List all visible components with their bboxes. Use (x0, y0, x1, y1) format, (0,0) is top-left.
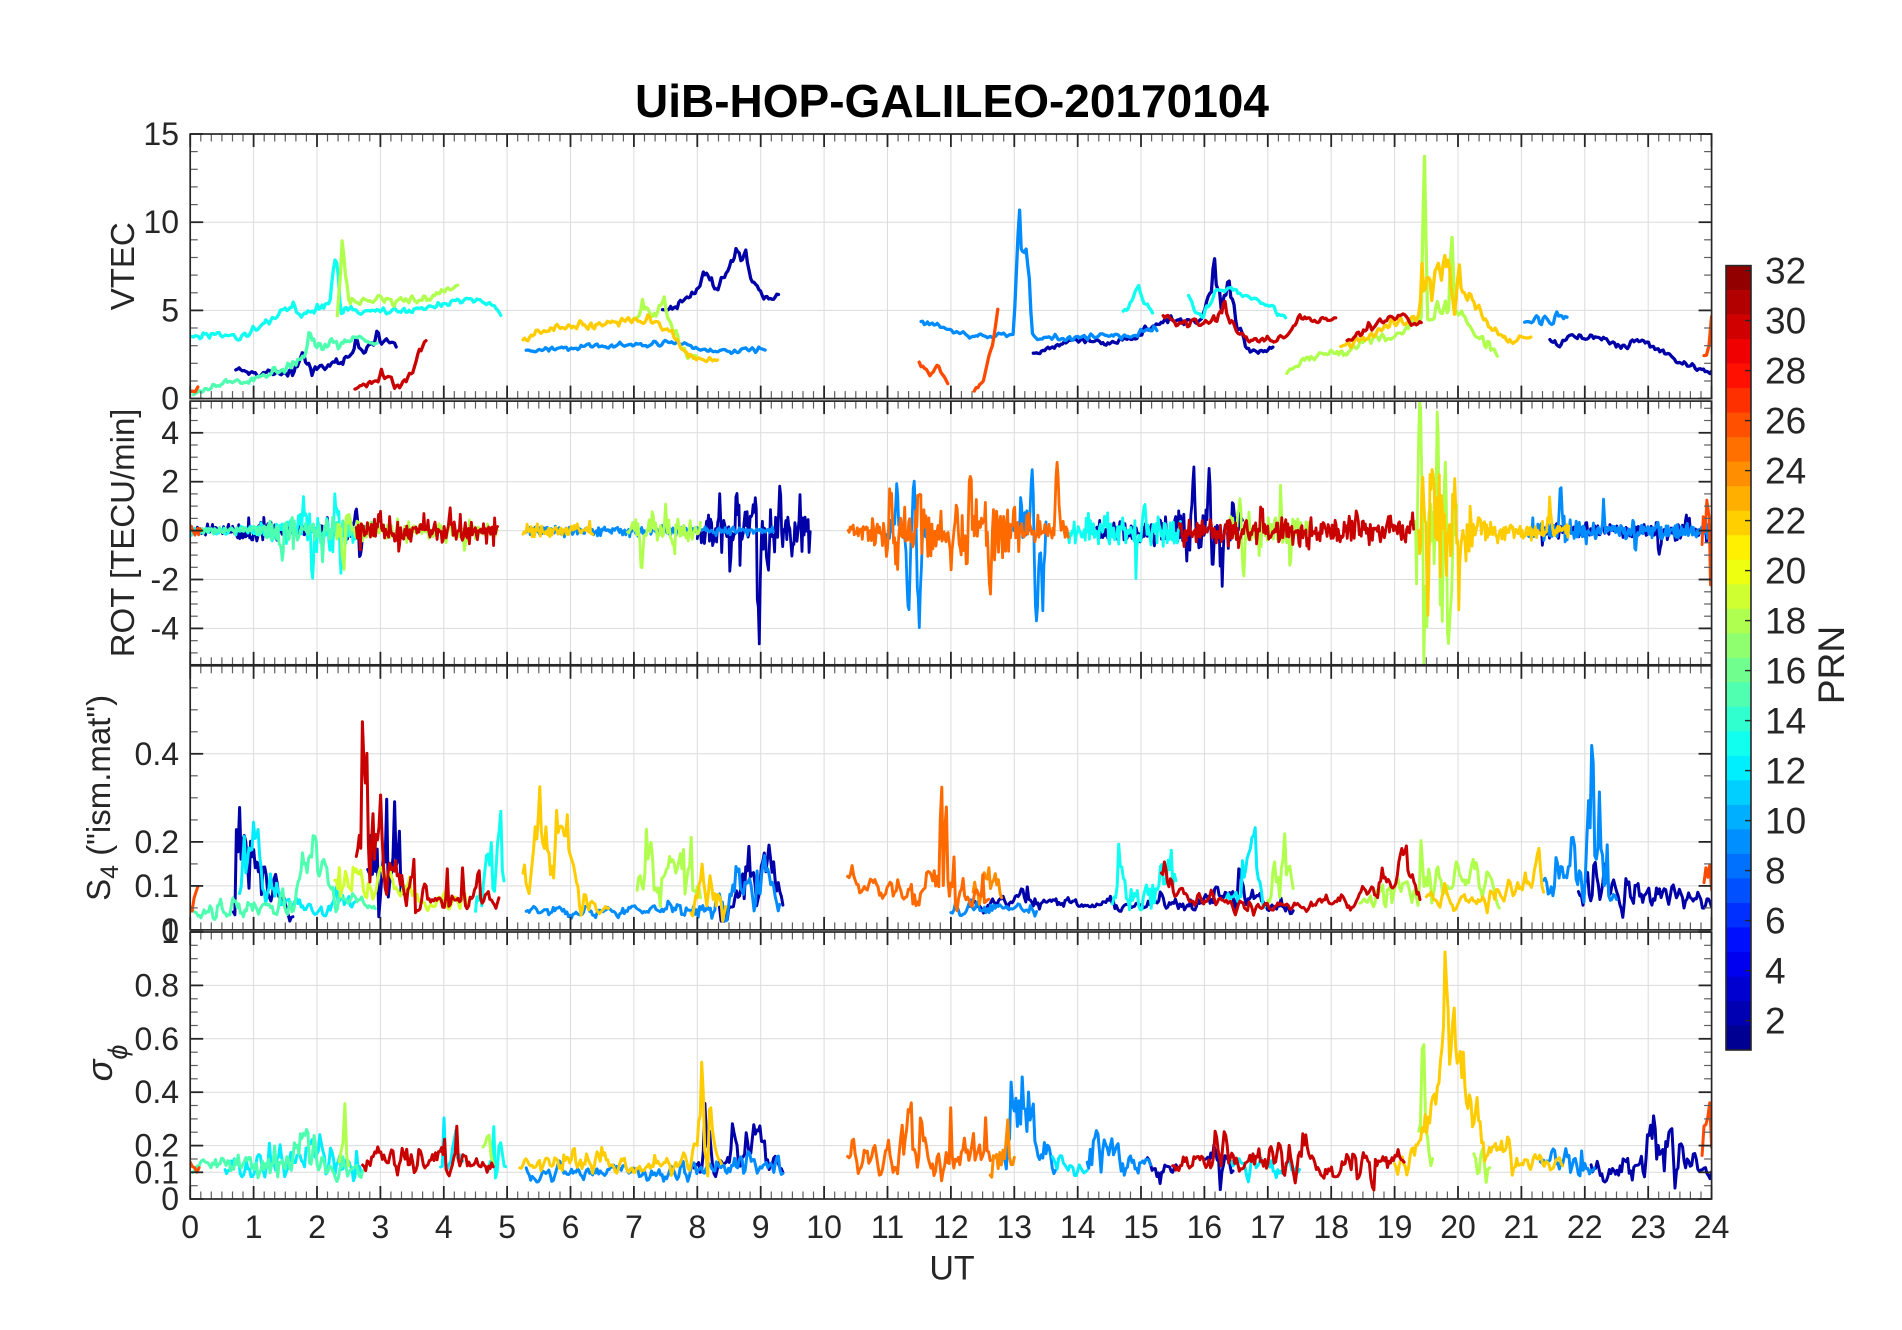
svg-text:15: 15 (1123, 1209, 1159, 1245)
svg-text:22: 22 (1567, 1209, 1603, 1245)
svg-text:12: 12 (1765, 751, 1806, 792)
svg-text:24: 24 (1694, 1209, 1730, 1245)
svg-text:24: 24 (1765, 451, 1806, 492)
svg-text:2: 2 (308, 1209, 326, 1245)
svg-text:14: 14 (1060, 1209, 1096, 1245)
svg-text:26: 26 (1765, 401, 1806, 442)
svg-text:5: 5 (498, 1209, 516, 1245)
svg-text:2: 2 (1765, 1001, 1786, 1042)
svg-text:10: 10 (806, 1209, 842, 1245)
svg-text:0.4: 0.4 (135, 736, 179, 772)
svg-text:10: 10 (143, 204, 179, 240)
svg-text:0: 0 (161, 912, 179, 948)
svg-text:16: 16 (1187, 1209, 1223, 1245)
svg-text:8: 8 (1765, 851, 1786, 892)
svg-text:15: 15 (143, 116, 179, 152)
svg-text:32: 32 (1765, 251, 1806, 292)
svg-text:0.2: 0.2 (135, 1128, 179, 1164)
svg-text:17: 17 (1250, 1209, 1286, 1245)
svg-text:20: 20 (1440, 1209, 1476, 1245)
svg-text:18: 18 (1313, 1209, 1349, 1245)
svg-text:PRN: PRN (1811, 626, 1852, 704)
svg-text:0.4: 0.4 (135, 1074, 179, 1110)
svg-text:22: 22 (1765, 501, 1806, 542)
svg-text:13: 13 (997, 1209, 1033, 1245)
svg-text:0.8: 0.8 (135, 967, 179, 1003)
svg-text:4: 4 (435, 1209, 453, 1245)
svg-text:3: 3 (372, 1209, 390, 1245)
svg-text:4: 4 (1765, 951, 1786, 992)
svg-text:4: 4 (161, 415, 179, 451)
svg-text:6: 6 (1765, 901, 1786, 942)
svg-text:UT: UT (929, 1250, 974, 1288)
svg-text:8: 8 (688, 1209, 706, 1245)
svg-text:0: 0 (161, 381, 179, 417)
svg-text:0: 0 (181, 1209, 199, 1245)
svg-text:28: 28 (1765, 351, 1806, 392)
svg-text:2: 2 (161, 464, 179, 500)
svg-text:VTEC: VTEC (104, 222, 141, 310)
svg-text:9: 9 (752, 1209, 770, 1245)
svg-text:5: 5 (161, 292, 179, 328)
svg-text:-4: -4 (151, 610, 179, 646)
svg-text:0.6: 0.6 (135, 1021, 179, 1057)
svg-text:0: 0 (161, 1181, 179, 1217)
svg-text:10: 10 (1765, 801, 1806, 842)
svg-text:1: 1 (245, 1209, 263, 1245)
svg-text:1: 1 (161, 914, 179, 950)
svg-text:21: 21 (1504, 1209, 1540, 1245)
svg-text:18: 18 (1765, 601, 1806, 642)
svg-text:30: 30 (1765, 301, 1806, 342)
svg-text:19: 19 (1377, 1209, 1413, 1245)
svg-text:16: 16 (1765, 651, 1806, 692)
svg-text:0.2: 0.2 (135, 824, 179, 860)
svg-text:-2: -2 (151, 562, 179, 598)
svg-text:6: 6 (562, 1209, 580, 1245)
svg-text:20: 20 (1765, 551, 1806, 592)
svg-text:0.1: 0.1 (135, 868, 179, 904)
svg-text:12: 12 (933, 1209, 969, 1245)
svg-text:7: 7 (625, 1209, 643, 1245)
svg-text:0.1: 0.1 (135, 1154, 179, 1190)
svg-text:ROT [TECU/min]: ROT [TECU/min] (104, 409, 141, 658)
svg-text:23: 23 (1630, 1209, 1666, 1245)
svg-text:0: 0 (161, 513, 179, 549)
svg-text:11: 11 (871, 1209, 904, 1245)
svg-text:14: 14 (1765, 701, 1806, 742)
svg-text:UiB-HOP-GALILEO-20170104: UiB-HOP-GALILEO-20170104 (635, 75, 1269, 127)
